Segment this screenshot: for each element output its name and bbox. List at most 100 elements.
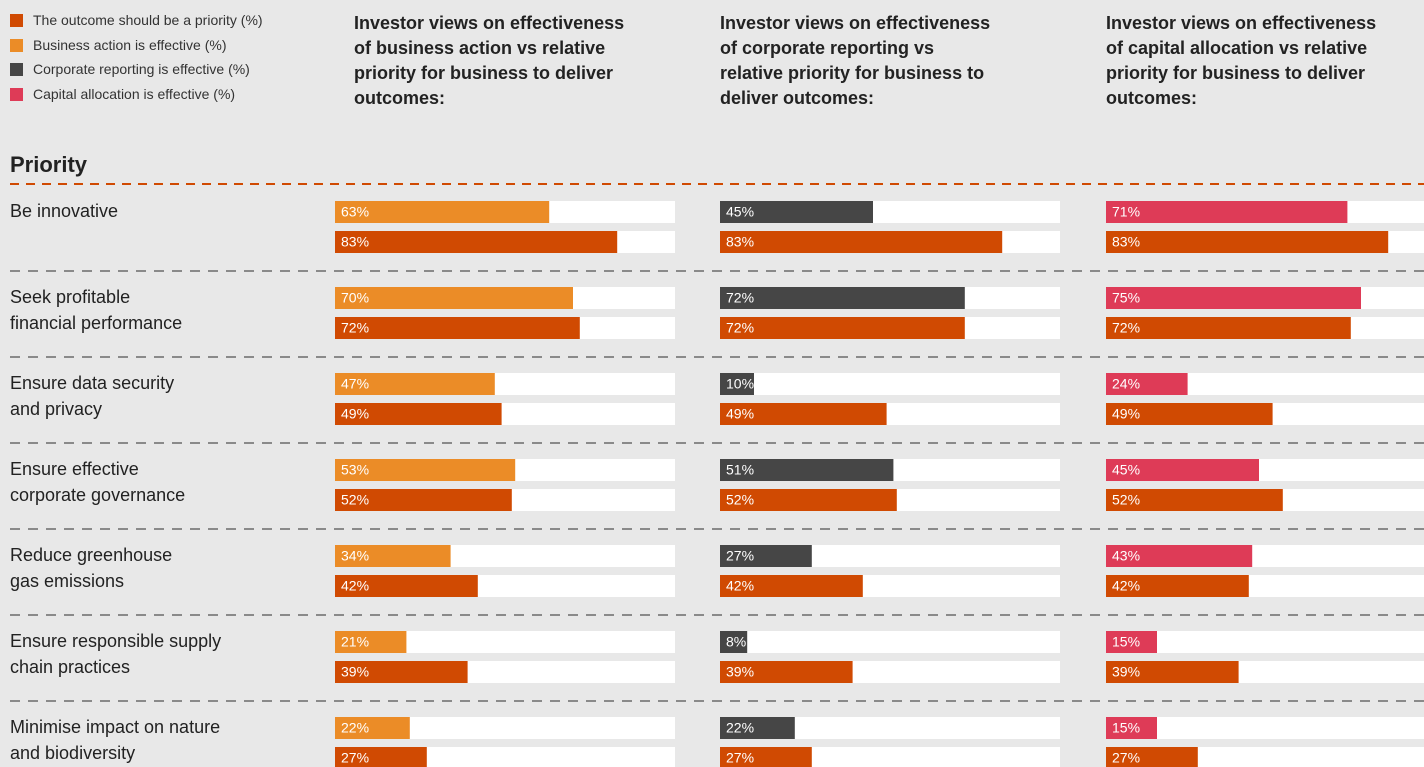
value-label: 15% (1112, 634, 1140, 650)
value-label: 53% (341, 462, 369, 478)
category-label: Seek profitable financial performance (10, 287, 183, 333)
legend-swatch (10, 63, 23, 76)
bar (720, 201, 873, 223)
bar (1106, 231, 1389, 253)
value-label: 52% (1112, 492, 1140, 508)
value-label: 22% (726, 720, 754, 736)
value-label: 49% (341, 406, 369, 422)
bar (720, 661, 853, 683)
value-label: 72% (341, 320, 369, 336)
value-label: 39% (726, 664, 754, 680)
bar-track (720, 717, 1060, 739)
bar (720, 545, 812, 567)
bar-track (720, 631, 1060, 653)
bar (335, 231, 618, 253)
bar (1106, 545, 1253, 567)
bar (1106, 373, 1188, 395)
value-label: 83% (1112, 234, 1140, 250)
value-label: 27% (341, 750, 369, 766)
value-label: 63% (341, 204, 369, 220)
bar-track (1106, 717, 1424, 739)
value-label: 34% (341, 548, 369, 564)
value-label: 22% (341, 720, 369, 736)
category-label: Ensure effective corporate governance (10, 459, 186, 505)
category-label: Reduce greenhouse gas emissions (10, 545, 173, 591)
panel-title: Investor views on effectiveness of corpo… (720, 13, 991, 108)
value-label: 49% (726, 406, 754, 422)
panel-title: Investor views on effectiveness of busin… (354, 13, 625, 108)
bar (1106, 661, 1239, 683)
legend-swatch (10, 38, 23, 52)
value-label: 42% (726, 578, 754, 594)
bar (1106, 631, 1157, 653)
category-label: Ensure data security and privacy (10, 373, 175, 419)
bar (720, 373, 754, 395)
category-label: Minimise impact on nature and biodiversi… (10, 717, 221, 763)
value-label: 70% (341, 290, 369, 306)
value-label: 15% (1112, 720, 1140, 736)
bar (720, 717, 795, 739)
bar (335, 317, 580, 339)
bar (720, 403, 887, 425)
bar (335, 575, 478, 597)
value-label: 72% (726, 290, 754, 306)
value-label: 8% (726, 634, 746, 650)
bar (720, 575, 863, 597)
legend-label: Capital allocation is effective (%) (33, 85, 236, 102)
value-label: 27% (1112, 750, 1140, 766)
value-label: 49% (1112, 406, 1140, 422)
bar (720, 287, 965, 309)
value-label: 83% (341, 234, 369, 250)
value-label: 27% (726, 750, 754, 766)
legend-swatch (10, 14, 23, 27)
bar (1106, 575, 1249, 597)
bar (335, 489, 512, 511)
bar (1106, 287, 1361, 309)
category-label: Be innovative (10, 201, 119, 221)
bar (335, 403, 502, 425)
bar (1106, 489, 1283, 511)
bar-track (335, 631, 675, 653)
bar (335, 459, 516, 481)
legend-label: Corporate reporting is effective (%) (33, 61, 250, 77)
legend-label: The outcome should be a priority (%) (33, 12, 263, 28)
value-label: 24% (1112, 376, 1140, 392)
value-label: 39% (341, 664, 369, 680)
value-label: 72% (726, 320, 754, 336)
bar (720, 317, 965, 339)
value-label: 51% (726, 462, 754, 478)
bar (335, 287, 573, 309)
row-header: Priority (10, 152, 88, 177)
legend-swatch (10, 87, 23, 101)
bar (1106, 747, 1198, 767)
bar (720, 459, 894, 481)
bar-track (1106, 631, 1424, 653)
bar-track (335, 717, 675, 739)
bar (335, 201, 550, 223)
value-label: 71% (1112, 204, 1140, 220)
bar (335, 373, 495, 395)
category-label: Ensure responsible supply chain practice… (10, 631, 222, 677)
panel-title: Investor views on effectiveness of capit… (1106, 13, 1377, 108)
value-label: 52% (726, 492, 754, 508)
bar (720, 631, 748, 653)
bar-track (720, 373, 1060, 395)
bar (335, 545, 451, 567)
bar (1106, 403, 1273, 425)
value-label: 21% (341, 634, 369, 650)
value-label: 42% (341, 578, 369, 594)
value-label: 39% (1112, 664, 1140, 680)
value-label: 45% (726, 204, 754, 220)
value-label: 75% (1112, 290, 1140, 306)
bar (335, 631, 407, 653)
value-label: 52% (341, 492, 369, 508)
bar (1106, 717, 1157, 739)
legend-label: Business action is effective (%) (33, 36, 227, 53)
bar (1106, 201, 1348, 223)
bar (1106, 317, 1351, 339)
bar (335, 661, 468, 683)
bar (335, 747, 427, 767)
bar (720, 231, 1003, 253)
